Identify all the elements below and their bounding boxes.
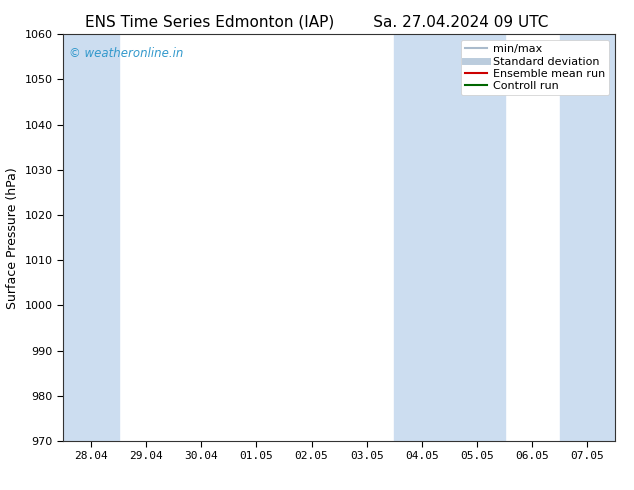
Bar <box>394 34 450 441</box>
Text: © weatheronline.in: © weatheronline.in <box>69 47 183 59</box>
Bar <box>63 34 119 441</box>
Text: ENS Time Series Edmonton (IAP)        Sa. 27.04.2024 09 UTC: ENS Time Series Edmonton (IAP) Sa. 27.04… <box>86 15 548 30</box>
Bar <box>450 34 505 441</box>
Y-axis label: Surface Pressure (hPa): Surface Pressure (hPa) <box>6 167 19 309</box>
Legend: min/max, Standard deviation, Ensemble mean run, Controll run: min/max, Standard deviation, Ensemble me… <box>460 40 609 96</box>
Bar <box>560 34 615 441</box>
